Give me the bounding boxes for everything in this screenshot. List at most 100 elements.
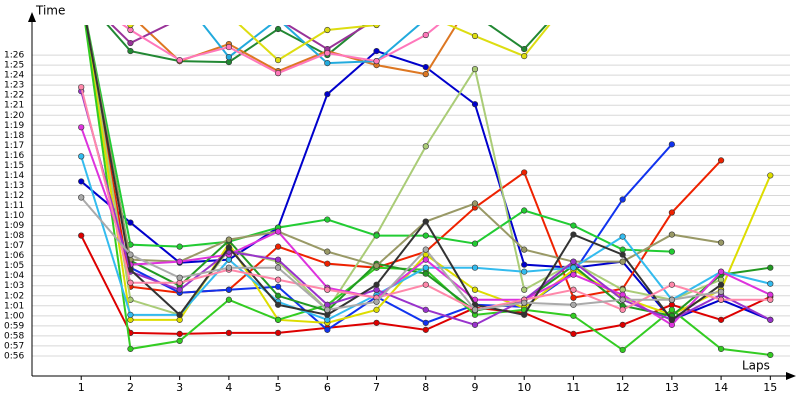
point: [471, 200, 479, 207]
y-tick-label: 1:00: [4, 311, 24, 321]
point: [225, 53, 232, 61]
y-tick-label: 1:01: [4, 301, 24, 311]
point: [324, 91, 331, 98]
y-tick-label: 0:57: [4, 341, 24, 351]
point: [324, 60, 331, 67]
point: [177, 16, 183, 22]
point: [177, 12, 183, 18]
y-tick-label: 0:59: [4, 321, 24, 331]
point: [717, 345, 725, 353]
y-tick-label: 1:22: [4, 91, 24, 101]
x-tick-label: 14: [714, 381, 728, 394]
point: [275, 276, 282, 283]
y-axis-label: Time: [35, 4, 65, 18]
point: [422, 218, 429, 225]
point: [422, 306, 429, 313]
point: [767, 351, 774, 359]
point: [324, 49, 331, 57]
point: [275, 292, 282, 299]
point: [570, 312, 577, 319]
y-tick-label: 1:14: [4, 171, 24, 181]
y-tick-label: 1:26: [4, 51, 24, 61]
x-tick-label: 4: [225, 381, 232, 394]
point: [471, 306, 479, 313]
point: [176, 243, 183, 250]
point: [570, 330, 577, 337]
point: [717, 157, 725, 164]
point: [717, 316, 725, 323]
series-line: [110, 25, 369, 51]
point: [176, 311, 183, 318]
point: [275, 301, 282, 308]
point: [226, 16, 232, 22]
point: [78, 84, 85, 91]
point: [717, 281, 725, 288]
point: [767, 316, 774, 323]
y-tick-label: 1:07: [4, 241, 24, 251]
point: [619, 306, 626, 313]
point: [275, 16, 281, 22]
point: [668, 248, 675, 255]
point: [275, 243, 282, 250]
point: [127, 345, 134, 353]
point: [471, 321, 479, 328]
point: [570, 286, 577, 293]
point: [225, 244, 232, 251]
y-tick-label: 1:20: [4, 111, 24, 121]
point: [423, 12, 429, 18]
x-tick-label: 3: [176, 381, 183, 394]
point: [422, 246, 429, 253]
point: [521, 207, 528, 214]
point: [275, 329, 282, 336]
point: [521, 52, 528, 60]
x-tick-label: 5: [275, 381, 282, 394]
y-tick-label: 1:24: [4, 71, 24, 81]
y-tick-label: 1:13: [4, 181, 24, 191]
point: [225, 264, 232, 271]
point: [275, 25, 282, 33]
point: [275, 16, 281, 22]
series-line: [85, 25, 722, 322]
y-tick-label: 1:10: [4, 211, 24, 221]
series-line: [86, 25, 672, 253]
point: [275, 256, 282, 263]
point: [422, 326, 429, 333]
point: [619, 258, 626, 265]
point: [373, 25, 380, 29]
point: [619, 251, 626, 258]
point: [668, 306, 675, 313]
point: [521, 299, 528, 306]
point: [422, 270, 429, 277]
y-tick-label: 1:18: [4, 131, 24, 141]
y-tick-label: 0:58: [4, 331, 24, 341]
point: [570, 264, 577, 271]
y-tick-label: 1:11: [4, 201, 24, 211]
y-tick-label: 1:02: [4, 291, 24, 301]
point: [471, 286, 479, 293]
y-tick-label: 1:19: [4, 121, 24, 131]
x-tick-label: 6: [324, 381, 331, 394]
point: [225, 43, 232, 51]
point: [373, 47, 380, 55]
series-line: [80, 90, 771, 326]
point: [176, 337, 183, 345]
y-tick-label: 1:03: [4, 281, 24, 291]
point: [472, 12, 478, 18]
x-tick-label: 11: [566, 381, 580, 394]
point: [619, 321, 626, 328]
point: [176, 330, 183, 337]
point: [275, 264, 282, 271]
point: [422, 31, 429, 39]
point: [471, 264, 479, 271]
point: [176, 274, 183, 281]
point: [225, 296, 232, 303]
point: [225, 236, 232, 243]
point: [324, 286, 331, 293]
series-line: [80, 196, 722, 311]
point: [668, 141, 675, 148]
point: [324, 248, 331, 255]
point: [422, 256, 429, 263]
y-tick-label: 1:15: [4, 161, 24, 171]
point: [373, 319, 380, 326]
